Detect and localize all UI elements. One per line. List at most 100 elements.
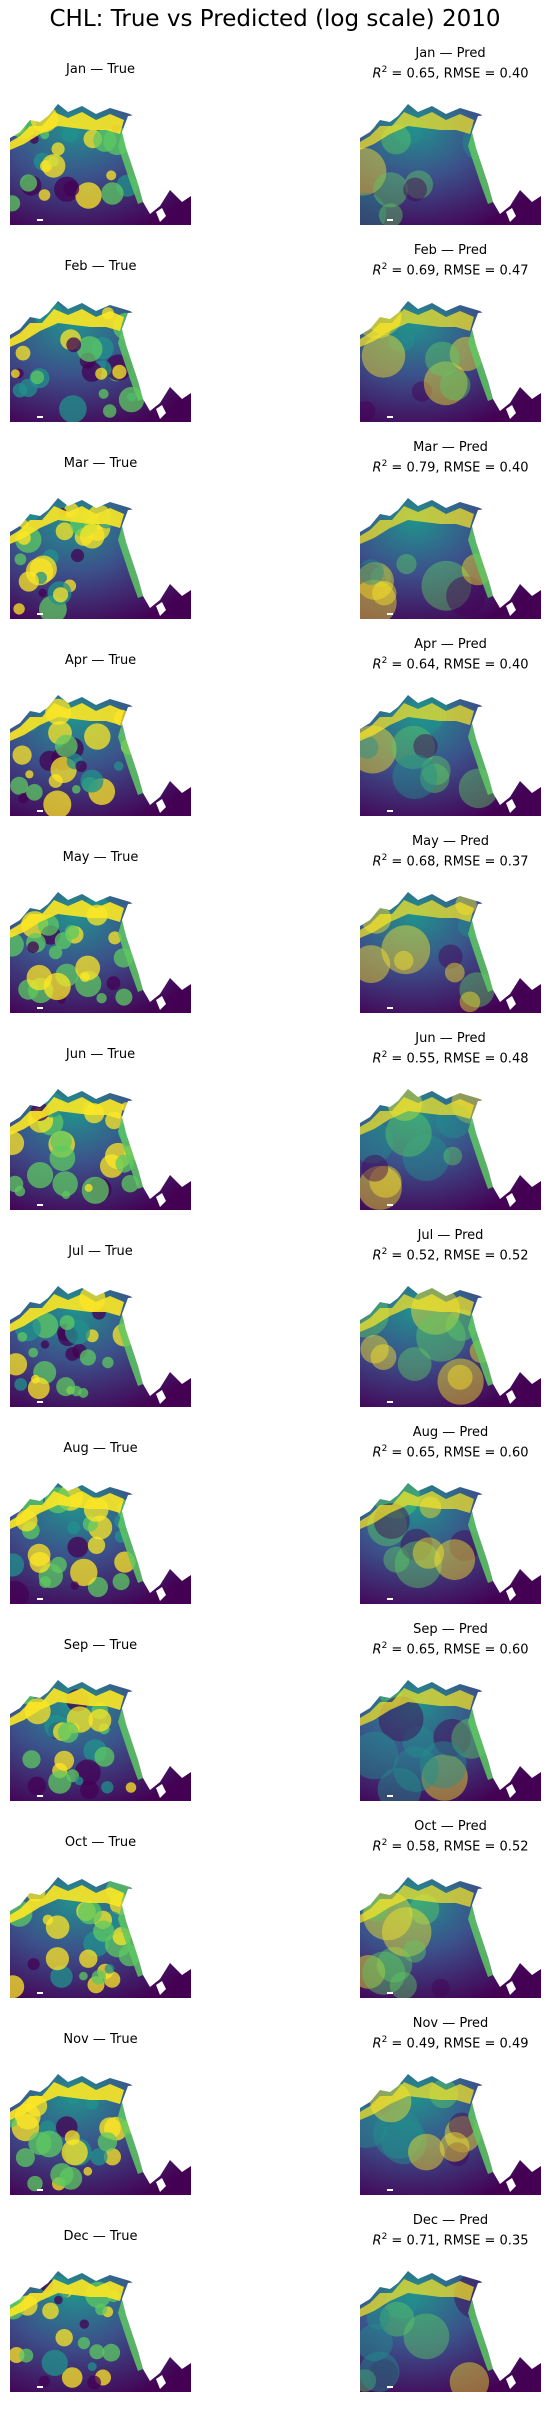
pred-panel-metrics: R2 = 0.68, RMSE = 0.37 <box>372 853 529 870</box>
land-mask <box>122 2080 191 2184</box>
chl-patch <box>388 325 415 353</box>
chl-patch <box>79 2319 90 2329</box>
land-mask <box>472 898 541 1002</box>
land-mask <box>472 701 541 805</box>
chl-patch <box>87 1536 106 1554</box>
pred-panel-metrics: R2 = 0.65, RMSE = 0.40 <box>372 65 529 82</box>
island-mark <box>387 1007 393 1009</box>
sri-lanka-land <box>156 1390 166 1404</box>
chl-patch <box>433 1718 471 1757</box>
west-coast-band <box>468 2102 493 2174</box>
pred-panel-month: Apr — Pred <box>414 637 487 652</box>
coastal-bloom <box>360 1097 474 1135</box>
pred-panel-metrics: R2 = 0.79, RMSE = 0.40 <box>372 459 529 476</box>
pred-panel-title: May — Pred R2 = 0.68, RMSE = 0.37 <box>360 834 541 870</box>
sri-lanka-land <box>506 208 516 222</box>
pred-map-jul <box>360 1268 541 1407</box>
land-mask <box>10 1268 191 1320</box>
island-mark <box>37 416 43 418</box>
island-mark <box>387 1204 393 1206</box>
chl-patch <box>112 364 127 379</box>
pred-map-aug <box>360 1465 541 1604</box>
chl-patch <box>11 369 20 378</box>
chl-patch <box>87 2362 97 2372</box>
land-mask <box>472 1292 541 1396</box>
pred-panel-month: May — Pred <box>411 834 490 849</box>
true-map-apr <box>10 677 191 816</box>
chl-patch <box>106 976 121 991</box>
chl-patch <box>14 1378 28 1391</box>
chl-patch <box>411 381 432 402</box>
island-mark <box>37 1992 43 1994</box>
chl-patch <box>56 1377 76 1397</box>
land-mask <box>472 1686 541 1790</box>
coastal-bloom <box>10 2279 124 2317</box>
land-mask <box>360 1071 541 1123</box>
chl-patch <box>425 341 460 377</box>
land-mask <box>472 110 541 214</box>
pred-panel-metrics: R2 = 0.65, RMSE = 0.60 <box>372 1641 529 1658</box>
land-mask <box>122 1489 191 1593</box>
coastal-bloom <box>360 1294 474 1332</box>
island-mark <box>387 613 393 615</box>
chl-patch <box>446 576 486 616</box>
chl-patch <box>45 1915 70 1939</box>
chl-patch <box>360 2106 388 2149</box>
chl-patch <box>402 1725 435 1758</box>
true-panel-title: Sep — True <box>63 1638 138 1653</box>
land-mask <box>10 1071 191 1123</box>
chl-patch <box>403 177 427 202</box>
coastal-bloom <box>10 900 124 938</box>
chl-patch <box>378 203 403 225</box>
chl-patch <box>25 770 34 779</box>
chl-patch <box>76 336 103 362</box>
land-mask <box>10 1465 191 1517</box>
chl-patch <box>77 2337 90 2350</box>
chl-patch <box>412 1537 445 1569</box>
chl-patch <box>377 1767 422 1801</box>
chl-patch <box>38 588 47 597</box>
island-mark <box>387 2386 393 2388</box>
land-mask <box>10 1662 191 1714</box>
chl-patch <box>10 1553 25 1577</box>
land-mask <box>360 1465 541 1517</box>
chl-patch <box>444 962 465 983</box>
coastal-bloom <box>360 900 474 938</box>
chl-patch <box>434 1539 476 1581</box>
chl-patch <box>419 1741 467 1789</box>
chl-patch <box>125 1782 137 1793</box>
island-mark <box>37 1598 43 1600</box>
land-mask <box>360 677 541 729</box>
chl-patch <box>409 1894 440 1925</box>
pred-panel-month: Aug — Pred <box>412 1425 489 1440</box>
island-mark <box>37 613 43 615</box>
coastal-bloom <box>10 1294 124 1332</box>
chl-patch <box>28 1347 39 1358</box>
island-mark <box>37 1401 43 1403</box>
island-mark <box>37 1204 43 1206</box>
true-panel-title: Mar — True <box>63 456 138 471</box>
coastal-bloom <box>10 1885 124 1923</box>
panel-row-feb: Feb — True Feb — Pred R2 = 0.69, RMSE = 0.… <box>0 243 550 452</box>
chl-patch <box>51 142 65 156</box>
sri-lanka-land <box>156 602 166 616</box>
true-panel-title: Jul — True <box>68 1244 133 1259</box>
chl-patch <box>360 2351 400 2392</box>
chl-patch <box>403 1939 426 1963</box>
chl-patch <box>95 2303 107 2316</box>
chl-patch <box>360 401 376 422</box>
chl-patch <box>373 172 409 208</box>
coastal-bloom <box>10 309 124 347</box>
chl-patch <box>18 571 39 592</box>
chl-patch <box>61 2367 83 2388</box>
land-mask <box>122 1095 191 1199</box>
chl-patch <box>43 972 71 1001</box>
chl-patch <box>413 734 438 759</box>
panel-row-apr: Apr — True Apr — Pred R2 = 0.64, RMSE = 0.… <box>0 637 550 846</box>
chl-patch <box>389 1972 417 1998</box>
chl-patch <box>55 522 74 541</box>
chl-patch <box>18 793 29 804</box>
panel-row-mar: Mar — True Mar — Pred R2 = 0.79, RMSE = 0.… <box>0 440 550 649</box>
chl-patch <box>392 754 438 800</box>
chl-patch <box>360 1955 386 1989</box>
